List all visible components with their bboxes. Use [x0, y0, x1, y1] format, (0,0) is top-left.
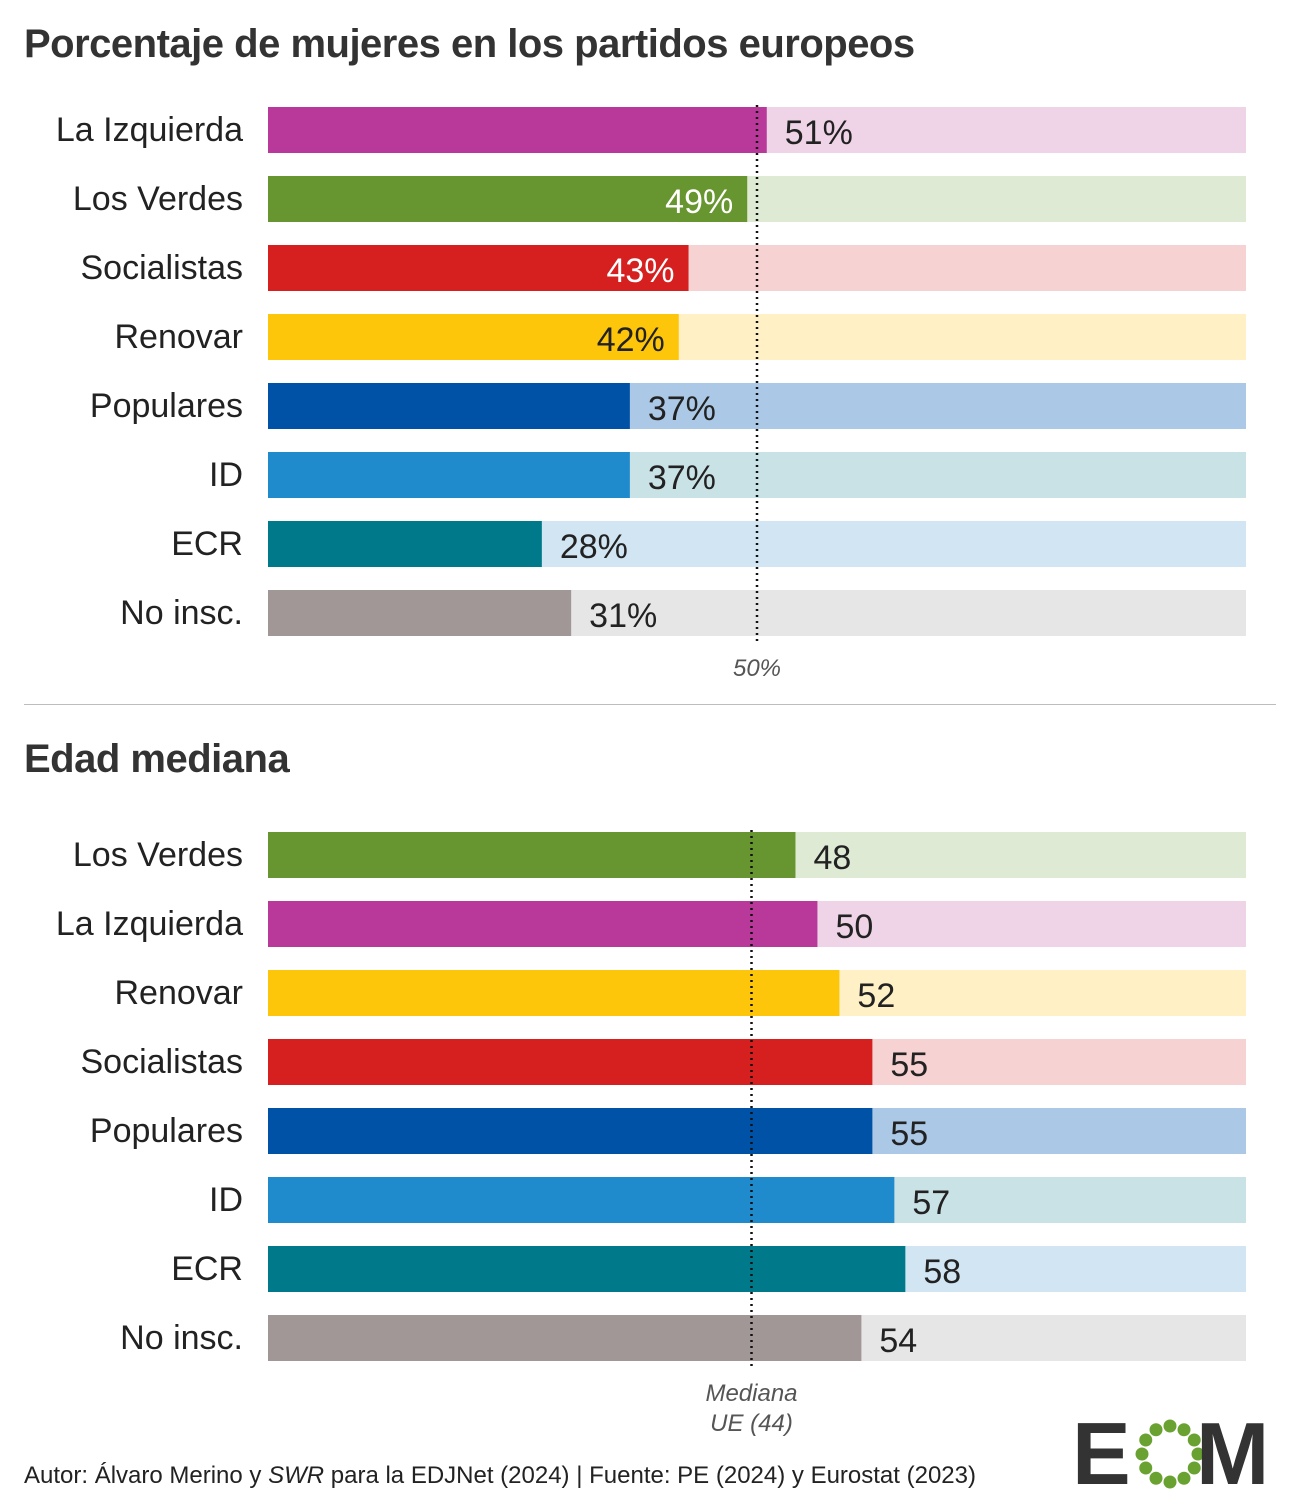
value-label-la-izquierda: 51% [785, 114, 853, 152]
value-label-ecr: 28% [560, 528, 628, 566]
value-label-no-insc: 31% [589, 597, 657, 635]
reference-line-label: 50% [733, 655, 781, 682]
value-label-populares: 37% [648, 390, 716, 428]
logo-dot [1191, 1447, 1205, 1461]
median-age-chart: Los Verdes 48 La Izquierda 50 Renovar 52 Socia… [56, 830, 1246, 1437]
value-label-renovar: 52 [857, 977, 895, 1015]
category-label-no-insc: No insc. [120, 594, 243, 632]
value-label-la-izquierda: 50 [835, 908, 873, 946]
category-label-socialistas: Socialistas [80, 249, 243, 287]
category-label-socialistas: Socialistas [80, 1043, 243, 1081]
bar-renovar [268, 314, 679, 360]
category-label-id: ID [209, 1181, 243, 1219]
bar-la-izquierda [268, 107, 767, 153]
category-label-renovar: Renovar [114, 974, 243, 1012]
bar-populares [268, 1108, 873, 1154]
section-divider [24, 704, 1276, 705]
chart-title-women: Porcentaje de mujeres en los partidos eu… [24, 22, 915, 66]
footer-author: Autor: Álvaro Merino y [24, 1462, 269, 1489]
footer-source: para la EDJNet (2024) | Fuente: PE (2024… [324, 1462, 976, 1489]
value-label-ecr: 58 [923, 1253, 961, 1291]
value-label-socialistas: 43% [606, 252, 674, 290]
category-label-renovar: Renovar [114, 318, 243, 356]
bar-ecr [268, 521, 542, 567]
bar-populares [268, 383, 630, 429]
footer-author-italic: SWR [268, 1462, 325, 1489]
logo-dot [1135, 1447, 1149, 1461]
value-label-populares: 55 [890, 1115, 928, 1153]
logo-dot [1139, 1461, 1153, 1475]
category-label-populares: Populares [90, 1112, 243, 1150]
logo-dot [1177, 1471, 1191, 1485]
bar-id [268, 1177, 895, 1223]
value-label-los-verdes: 48 [813, 839, 851, 877]
bar-ecr [268, 1246, 906, 1292]
bar-id [268, 452, 630, 498]
svg-text:E: E [1072, 1414, 1131, 1490]
bar-los-verdes [268, 832, 796, 878]
women-percentage-chart: La Izquierda 51% Los Verdes 49% Socialistas 4… [56, 105, 1246, 682]
footer-credits: Autor: Álvaro Merino y SWR para la EDJNe… [24, 1462, 976, 1490]
logo-dot [1187, 1433, 1201, 1447]
logo-dot [1163, 1419, 1177, 1433]
category-label-la-izquierda: La Izquierda [56, 905, 243, 943]
category-label-populares: Populares [90, 387, 243, 425]
value-label-los-verdes: 49% [665, 183, 733, 221]
category-label-no-insc: No insc. [120, 1319, 243, 1357]
svg-text:M: M [1196, 1414, 1269, 1490]
value-label-id: 37% [648, 459, 716, 497]
category-label-id: ID [209, 456, 243, 494]
logo-dot [1177, 1423, 1191, 1437]
reference-line-label: Mediana [705, 1380, 797, 1407]
category-label-ecr: ECR [171, 1250, 243, 1288]
bar-no-insc [268, 1315, 862, 1361]
logo-dot [1149, 1471, 1163, 1485]
value-label-renovar: 42% [597, 321, 665, 359]
logo-dot [1187, 1461, 1201, 1475]
reference-line-label: UE (44) [710, 1410, 793, 1437]
value-label-id: 57 [912, 1184, 950, 1222]
bar-los-verdes [268, 176, 748, 222]
eom-logo: E M [1072, 1414, 1269, 1490]
category-label-los-verdes: Los Verdes [73, 180, 243, 218]
category-label-la-izquierda: La Izquierda [56, 111, 243, 149]
value-label-socialistas: 55 [890, 1046, 928, 1084]
chart-title-age: Edad mediana [24, 737, 290, 781]
value-label-no-insc: 54 [879, 1322, 917, 1360]
category-label-los-verdes: Los Verdes [73, 836, 243, 874]
category-label-ecr: ECR [171, 525, 243, 563]
logo-dot [1149, 1423, 1163, 1437]
bar-socialistas [268, 245, 689, 291]
logo-dot [1139, 1433, 1153, 1447]
bar-no-insc [268, 590, 572, 636]
logo-dot [1163, 1475, 1177, 1489]
bar-socialistas [268, 1039, 873, 1085]
bar-la-izquierda [268, 901, 818, 947]
bar-renovar [268, 970, 840, 1016]
